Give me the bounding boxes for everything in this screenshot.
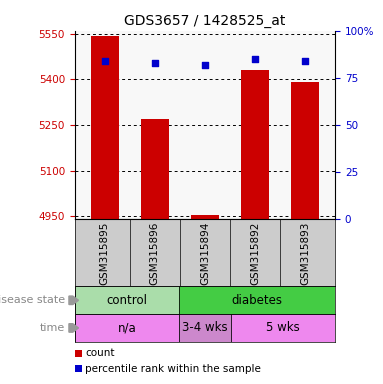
Text: GSM315895: GSM315895 <box>100 221 110 285</box>
Text: time: time <box>40 323 65 333</box>
Point <box>252 56 258 62</box>
Bar <box>241 70 269 219</box>
Point <box>302 58 308 64</box>
Bar <box>179 314 231 342</box>
Text: GSM315893: GSM315893 <box>300 221 310 285</box>
Text: n/a: n/a <box>118 321 136 334</box>
Text: control: control <box>106 294 147 307</box>
Bar <box>179 286 335 314</box>
Title: GDS3657 / 1428525_at: GDS3657 / 1428525_at <box>124 14 286 28</box>
Bar <box>75 286 179 314</box>
Bar <box>231 314 335 342</box>
Bar <box>75 314 179 342</box>
Bar <box>191 215 219 219</box>
Bar <box>91 36 118 219</box>
Text: GSM315894: GSM315894 <box>200 221 210 285</box>
Text: count: count <box>85 348 115 358</box>
Text: disease state: disease state <box>0 295 65 305</box>
Text: 5 wks: 5 wks <box>266 321 300 334</box>
Text: diabetes: diabetes <box>231 294 283 307</box>
Text: GSM315896: GSM315896 <box>150 221 160 285</box>
Bar <box>291 83 319 219</box>
Text: percentile rank within the sample: percentile rank within the sample <box>85 364 261 374</box>
Bar <box>141 119 169 219</box>
Text: 3-4 wks: 3-4 wks <box>182 321 228 334</box>
Point <box>202 61 208 68</box>
Point <box>152 60 158 66</box>
Text: GSM315892: GSM315892 <box>250 221 260 285</box>
Point <box>101 58 108 64</box>
